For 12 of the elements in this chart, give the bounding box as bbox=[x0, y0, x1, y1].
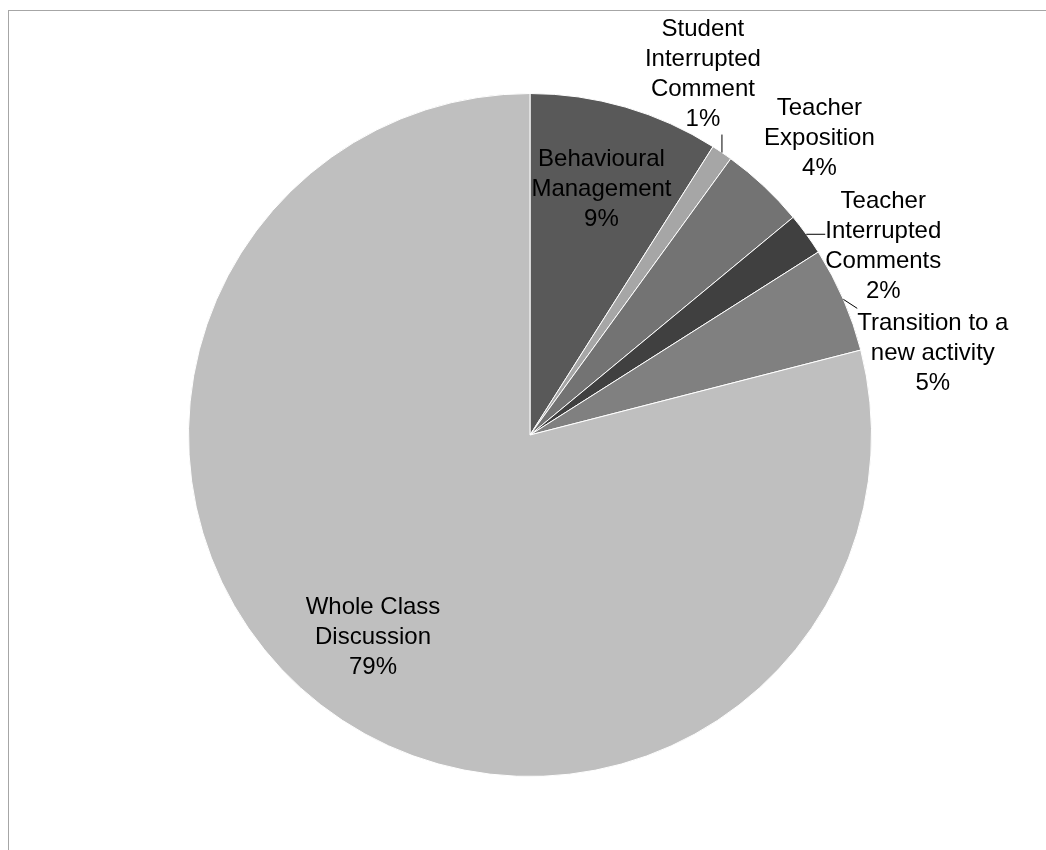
data-label: 9% bbox=[584, 203, 619, 231]
slice-label: Transition to a new activity bbox=[857, 308, 1010, 365]
slice-label: Student Interrupted Comment bbox=[644, 14, 761, 102]
slice-label: Whole Class Discussion bbox=[305, 592, 441, 649]
slice-label: Teacher Interrupted Comments bbox=[825, 185, 942, 273]
slice-label: Behavioural Management bbox=[531, 143, 672, 201]
data-label: 1% bbox=[685, 104, 721, 132]
data-label: 5% bbox=[915, 368, 951, 395]
data-label: 2% bbox=[865, 275, 901, 303]
data-label: 4% bbox=[802, 152, 837, 180]
data-label: 79% bbox=[349, 652, 398, 679]
slice-label: Teacher Exposition bbox=[764, 92, 875, 150]
